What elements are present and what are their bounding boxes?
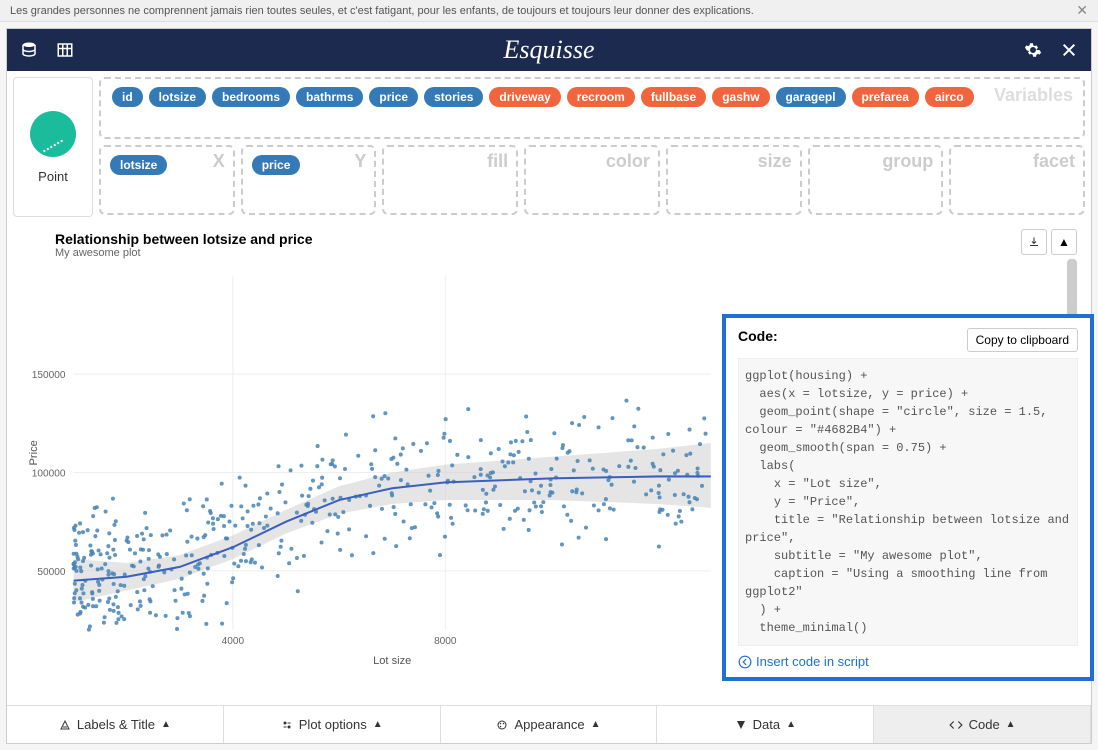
tab-appearance[interactable]: Appearance▲ — [441, 706, 658, 743]
var-pill-gashw[interactable]: gashw — [712, 87, 769, 107]
tab-code[interactable]: Code▲ — [874, 706, 1091, 743]
aes-x-var[interactable]: lotsize — [110, 155, 167, 175]
var-pill-fullbase[interactable]: fullbase — [641, 87, 706, 107]
aes-size[interactable]: size — [666, 145, 802, 215]
point-geom-icon — [30, 111, 76, 157]
aes-y[interactable]: Yprice — [241, 145, 377, 215]
close-icon[interactable]: ✕ — [1076, 2, 1088, 19]
svg-text:100000: 100000 — [32, 469, 66, 480]
mapping-area: Point Variables id lotsize bedrooms bathrms… — [7, 71, 1091, 223]
aes-color[interactable]: color — [524, 145, 660, 215]
aes-y-var[interactable]: price — [252, 155, 301, 175]
geom-label: Point — [38, 169, 68, 184]
var-pill-prefarea[interactable]: prefarea — [852, 87, 919, 107]
svg-text:Price: Price — [28, 440, 40, 465]
var-pill-lotsize[interactable]: lotsize — [149, 87, 206, 107]
header-bar: Esquisse — [7, 29, 1091, 71]
scrollbar[interactable] — [1067, 259, 1077, 319]
var-pill-bathrms[interactable]: bathrms — [296, 87, 363, 107]
aes-facet[interactable]: facet — [949, 145, 1085, 215]
variables-shelf[interactable]: Variables id lotsize bedrooms bathrms prices… — [99, 77, 1085, 139]
svg-text:50000: 50000 — [37, 567, 65, 578]
code-panel: Code: Copy to clipboard ggplot(housing) … — [722, 314, 1094, 681]
var-pill-price[interactable]: price — [369, 87, 418, 107]
svg-text:4000: 4000 — [222, 636, 245, 647]
var-pill-recroom[interactable]: recroom — [567, 87, 635, 107]
tab-plot-options[interactable]: Plot options▲ — [224, 706, 441, 743]
plot-subtitle: My awesome plot — [55, 247, 1075, 259]
var-pill-id[interactable]: id — [112, 87, 143, 107]
insert-code-link[interactable]: Insert code in script — [738, 654, 1078, 669]
var-pill-garagepl[interactable]: garagepl — [776, 87, 846, 107]
var-pill-driveway[interactable]: driveway — [489, 87, 560, 107]
gear-icon[interactable] — [1023, 40, 1043, 60]
code-panel-title: Code: — [738, 328, 778, 344]
aes-x[interactable]: Xlotsize — [99, 145, 235, 215]
plot-title: Relationship between lotsize and price — [55, 231, 1075, 247]
var-pill-bedrooms[interactable]: bedrooms — [212, 87, 290, 107]
code-block: ggplot(housing) + aes(x = lotsize, y = p… — [738, 358, 1078, 646]
close-app-icon[interactable] — [1059, 40, 1079, 60]
bottom-tabs: Labels & Title▲ Plot options▲ Appearance… — [7, 705, 1091, 743]
aes-fill[interactable]: fill — [382, 145, 518, 215]
svg-text:8000: 8000 — [434, 636, 457, 647]
app-title: Esquisse — [75, 35, 1023, 65]
aes-group[interactable]: group — [808, 145, 944, 215]
table-icon[interactable] — [55, 40, 75, 60]
aesthetics-row: XlotsizeYpricefillcolorsizegroupfacet — [99, 145, 1085, 215]
var-pill-stories[interactable]: stories — [424, 87, 483, 107]
svg-text:150000: 150000 — [32, 370, 66, 381]
geom-selector[interactable]: Point — [13, 77, 93, 217]
svg-text:Lot size: Lot size — [373, 655, 411, 667]
collapse-toggle[interactable]: ▲ — [1051, 229, 1077, 255]
banner-text: Les grandes personnes ne comprennent jam… — [10, 5, 754, 17]
info-banner: Les grandes personnes ne comprennent jam… — [0, 0, 1098, 22]
tab-labels-title[interactable]: Labels & Title▲ — [7, 706, 224, 743]
var-pill-airco[interactable]: airco — [925, 87, 974, 107]
database-icon[interactable] — [19, 40, 39, 60]
copy-button[interactable]: Copy to clipboard — [967, 328, 1078, 352]
download-button[interactable] — [1021, 229, 1047, 255]
variables-label: Variables — [994, 85, 1073, 106]
tab-data[interactable]: Data▲ — [657, 706, 874, 743]
